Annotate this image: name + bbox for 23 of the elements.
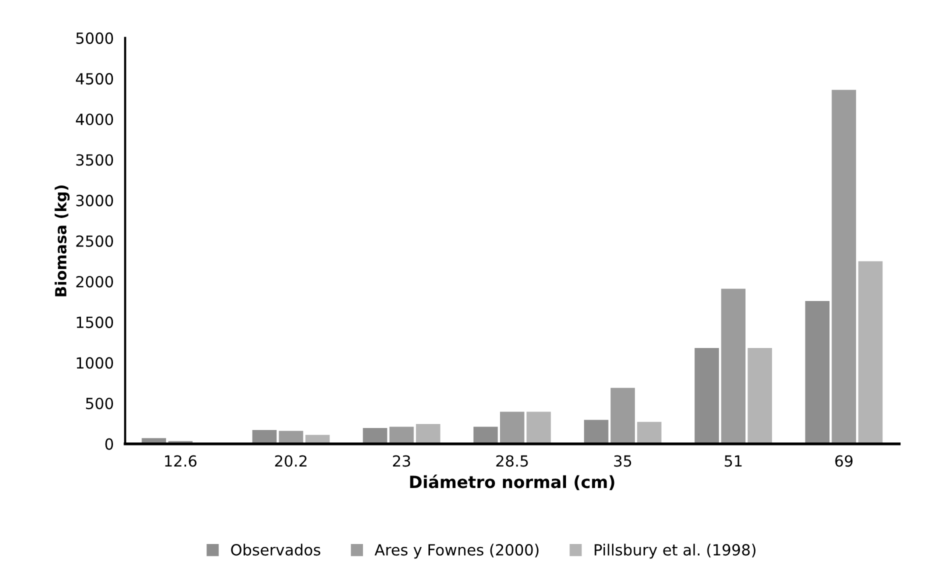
x-tick-label: 28.5	[496, 455, 528, 467]
x-axis-title: Diámetro normal (cm)	[410, 474, 614, 490]
y-tick-label: 1000	[76, 357, 114, 369]
y-tick-label: 500	[86, 398, 114, 410]
y-tick-label: 4000	[76, 114, 114, 126]
x-tick-label: 35	[614, 455, 632, 467]
legend-label: Observados	[231, 544, 320, 556]
y-tick-label: 5000	[76, 32, 114, 44]
x-tick-label: 23	[392, 455, 410, 467]
x-tick-label: 69	[835, 455, 853, 467]
x-tick-label: 51	[724, 455, 742, 467]
y-tick-label: 4500	[76, 73, 114, 85]
x-tick-label: 12.6	[165, 455, 196, 467]
y-axis-title: Biomasa (kg)	[54, 186, 70, 296]
y-tick-label: 0	[105, 438, 114, 450]
y-tick-label: 1500	[76, 316, 114, 328]
legend-label: Pillsbury et al. (1998)	[594, 544, 756, 559]
y-tick-label: 3000	[76, 194, 114, 206]
y-tick-label: 2500	[76, 235, 114, 247]
x-tick-label: 20.2	[275, 455, 306, 467]
legend-label: Ares y Fownes (2000)	[374, 544, 538, 559]
y-tick-label: 2000	[76, 276, 114, 288]
y-tick-label: 3500	[76, 154, 114, 166]
